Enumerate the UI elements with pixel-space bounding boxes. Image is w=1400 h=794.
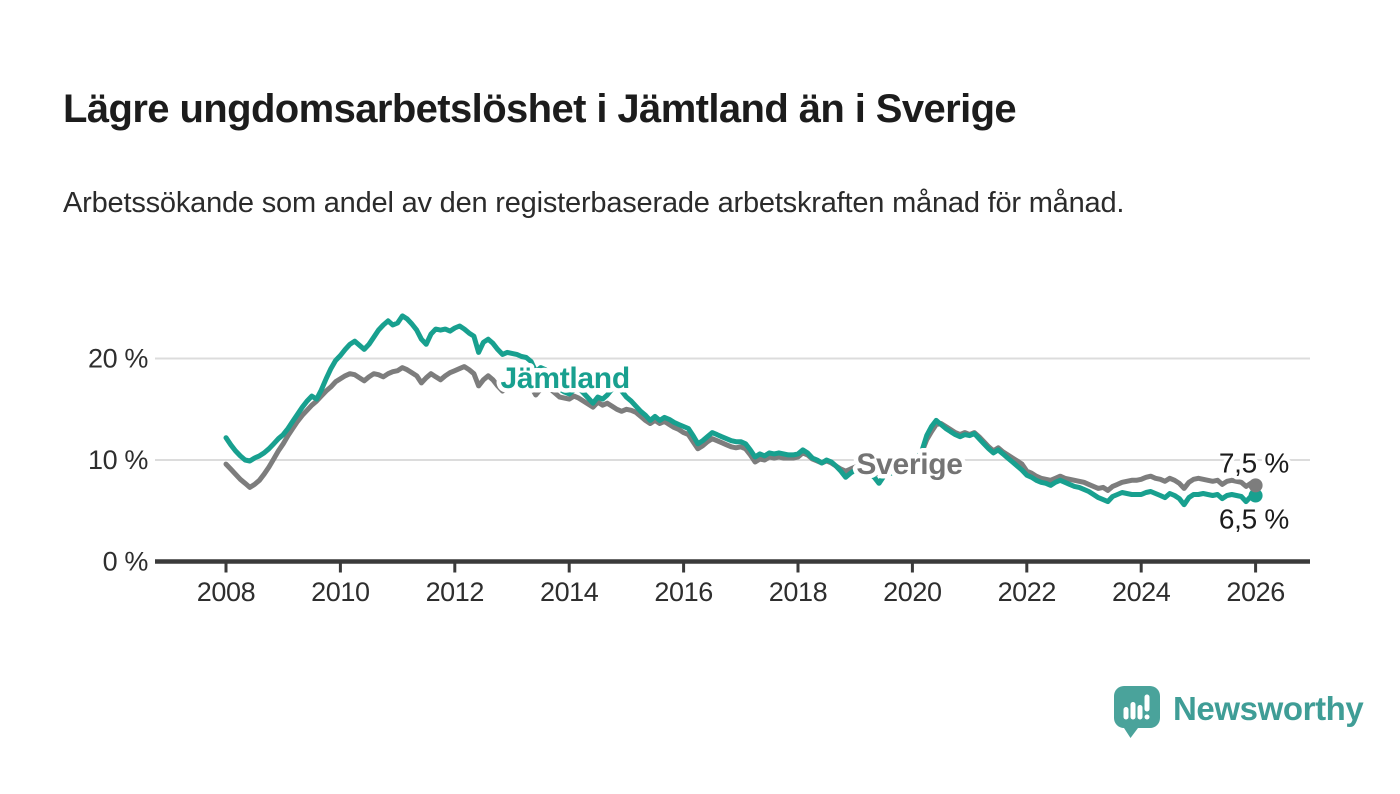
end-dot-sverige [1248,478,1263,493]
line-sverige [223,364,1259,493]
x-tick-label: 2020 [883,577,941,607]
speech-bubble-shape [1114,686,1160,738]
x-tick-label: 2012 [426,577,484,607]
brand-name: Newsworthy [1173,690,1364,727]
bar-2 [1130,702,1136,720]
y-tick-label: 10 % [88,445,148,475]
y-tick-label: 20 % [88,344,148,374]
exclamation-dot [1144,714,1150,720]
x-tick-label: 2010 [311,577,369,607]
x-tick-label: 2018 [769,577,827,607]
line-jamtland [223,313,1259,508]
newsworthy-logo: Newsworthy [1113,685,1364,740]
end-dot-jamtland [1248,488,1263,503]
bar-3 [1137,705,1143,720]
series-label-sverige: Sverige [856,448,962,481]
newsworthy-logo-icon [1114,686,1160,738]
x-tick-label: 2024 [1112,577,1171,607]
x-tick-label: 2016 [654,577,712,607]
chart-subtitle: Arbetssökande som andel av den registerb… [63,187,1125,219]
y-tick-label: 0 % [103,547,149,577]
page-title: Lägre ungdomsarbetslöshet i Jämtland än … [63,86,1017,131]
end-value-label-sverige: 7,5 % [1219,447,1289,478]
x-tick-label: 2014 [540,577,599,607]
x-tick-label: 2008 [197,577,255,607]
exclamation-bar [1144,694,1150,712]
bar-1 [1123,707,1129,720]
x-tick-label: 2026 [1226,577,1284,607]
series-label-jamtland: Jämtland [501,362,630,395]
x-tick-label: 2022 [998,577,1056,607]
end-value-label-jamtland: 6,5 % [1219,504,1289,535]
